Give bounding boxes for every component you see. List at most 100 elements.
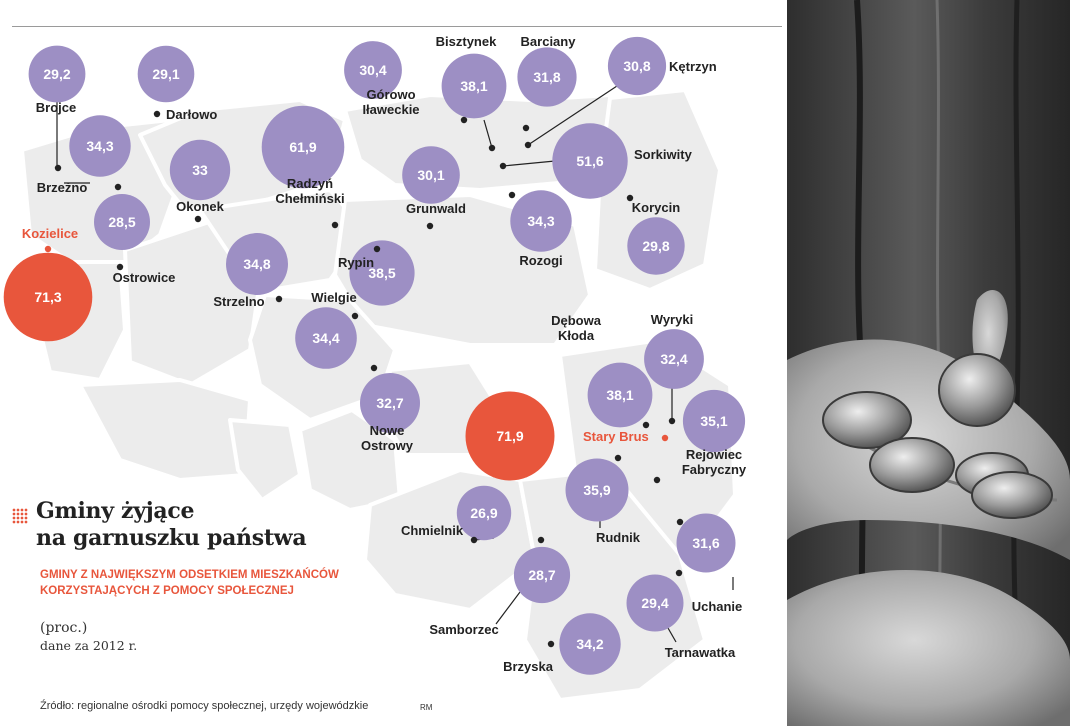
value-label-stary-brus: 71,9 — [496, 428, 523, 444]
place-label-rozogi: Rozogi — [519, 253, 562, 268]
value-label-korycin: 29,8 — [642, 238, 669, 254]
place-label-brzyska: Brzyska — [503, 659, 554, 674]
location-dot-tarnawatka — [675, 569, 683, 577]
value-label-brzyska: 34,2 — [576, 636, 603, 652]
place-label-nowe-ostrowy: Nowe Ostrowy — [361, 423, 414, 453]
location-dot-rejowiec-fabryczny — [653, 476, 661, 484]
coins-in-hands-photo — [787, 0, 1070, 726]
bubble-map: 29,2 Brojce 29,1 Darłowo 34,3 Brzeżno 33 Okonek… — [3, 34, 747, 702]
place-label-bisztynek: Bisztynek — [436, 34, 497, 49]
location-dot-gorowo-ilaweckie — [460, 116, 468, 124]
bubble-darlowo — [137, 45, 195, 103]
value-label-samborzec: 28,7 — [528, 567, 555, 583]
place-label-ketrzyn: Kętrzyn — [669, 59, 717, 74]
subtitle: GMINY Z NAJWIĘKSZYM ODSETKIEM MIESZKAŃCÓ… — [40, 569, 339, 597]
source-note: Źródło: regionalne ośrodki pomocy społec… — [40, 700, 369, 712]
value-label-uchanie: 31,6 — [692, 535, 719, 551]
place-label-tarnawatka: Tarnawatka — [665, 645, 736, 660]
location-dot-brojce — [54, 164, 62, 172]
place-label-rypin: Rypin — [338, 255, 374, 270]
location-dot-kozielice — [44, 245, 52, 253]
place-label-rejowiec-fabryczny: Rejowiec Fabryczny — [682, 447, 747, 477]
title-line-2: na garnuszku państwa — [36, 525, 307, 551]
bubble-kozielice — [3, 252, 93, 342]
title-line-1: Gminy żyjące — [36, 498, 195, 524]
place-label-ostrowice: Ostrowice — [113, 270, 176, 285]
place-label-kozielice: Kozielice — [22, 226, 78, 241]
value-label-wielgie: 34,4 — [312, 330, 339, 346]
value-label-rypin: 38,5 — [368, 265, 395, 281]
bubble-brojce — [28, 45, 86, 103]
leader-line-samborzec — [495, 591, 521, 625]
leader-line-ketrzyn — [527, 85, 618, 146]
bubble-uchanie — [676, 513, 736, 573]
bubble-samborzec — [513, 546, 571, 604]
value-label-bisztynek: 38,1 — [460, 78, 487, 94]
bubble-radzyn-chelminski — [261, 105, 345, 189]
bubble-rypin — [349, 240, 415, 306]
bubble-grunwald — [402, 146, 460, 204]
place-label-sorkiwity: Sorkiwity — [634, 147, 693, 162]
value-label-debowa-kloda: 38,1 — [606, 387, 633, 403]
location-dot-rudnik — [614, 454, 622, 462]
bubbles: 29,2 Brojce 29,1 Darłowo 34,3 Brzeżno 33 Okonek… — [3, 34, 747, 675]
location-dot-debowa-kloda — [642, 421, 650, 429]
value-label-ostrowice: 28,5 — [108, 214, 135, 230]
bubble-strzelno — [226, 233, 288, 295]
place-label-rudnik: Rudnik — [596, 530, 641, 545]
title-block: Gminy żyjące na garnuszku państwa — [10, 498, 370, 552]
location-dot-okonek — [194, 215, 202, 223]
bubble-barciany — [517, 47, 577, 107]
photo-drawing — [787, 0, 1070, 726]
place-label-gorowo-ilaweckie: Górowo Iławeckie — [362, 87, 419, 117]
place-label-wielgie: Wielgie — [311, 290, 356, 305]
value-label-brzezno: 34,3 — [86, 138, 113, 154]
infographic: 29,2 Brojce 29,1 Darłowo 34,3 Brzeżno 33 Okonek… — [3, 26, 782, 712]
location-dot-bisztynek — [488, 144, 496, 152]
bubble-nowe-ostrowy — [360, 373, 420, 433]
value-label-ketrzyn: 30,8 — [623, 58, 650, 74]
location-dot-ostrowice — [116, 263, 124, 271]
location-dot-barciany — [522, 124, 530, 132]
location-dot-ketrzyn — [524, 141, 532, 149]
value-label-grunwald: 30,1 — [417, 167, 444, 183]
place-label-radzyn-chelminski: Radzyń Chełmiński — [275, 176, 344, 206]
location-dot-wyryki — [668, 417, 676, 425]
place-label-chmielnik: Chmielnik — [401, 523, 464, 538]
location-dot-darlowo — [153, 110, 161, 118]
leader-line-tarnawatka — [667, 627, 677, 643]
location-dot-sorkiwity — [499, 162, 507, 170]
location-dot-brzezno — [114, 183, 122, 191]
location-dot-strzelno — [275, 295, 283, 303]
year-note: dane za 2012 r. — [40, 638, 138, 653]
bubble-bisztynek — [441, 53, 507, 119]
place-label-wyryki: Wyryki — [651, 312, 693, 327]
place-label-korycin: Korycin — [632, 200, 680, 215]
location-dot-wielgie — [351, 312, 359, 320]
bubble-chmielnik — [456, 485, 512, 541]
place-label-darlowo: Darłowo — [166, 107, 217, 122]
bubble-rejowiec-fabryczny — [682, 389, 746, 453]
bubble-korycin — [627, 217, 685, 275]
place-label-barciany: Barciany — [521, 34, 577, 49]
value-label-strzelno: 34,8 — [243, 256, 270, 272]
place-label-grunwald: Grunwald — [406, 201, 466, 216]
bubble-tarnawatka — [626, 574, 684, 632]
place-label-brzezno: Brzeżno — [37, 180, 88, 195]
value-label-rudnik: 35,9 — [583, 482, 610, 498]
location-dot-chmielnik — [470, 536, 478, 544]
leader-line-bisztynek — [483, 119, 493, 149]
value-label-brojce: 29,2 — [43, 66, 70, 82]
unit-label: (proc.) — [40, 620, 88, 636]
value-label-gorowo-ilaweckie: 30,4 — [359, 62, 386, 78]
location-dot-nowe-ostrowy — [370, 364, 378, 372]
bubble-ostrowice — [94, 194, 150, 250]
region-dolnoslaskie — [78, 378, 252, 482]
location-dot-stary-brus — [661, 434, 669, 442]
value-label-tarnawatka: 29,4 — [641, 595, 668, 611]
place-label-strzelno: Strzelno — [213, 294, 264, 309]
value-label-kozielice: 71,3 — [34, 289, 61, 305]
value-label-okonek: 33 — [192, 162, 208, 178]
location-dot-brzyska — [547, 640, 555, 648]
bubble-wielgie — [295, 307, 357, 369]
